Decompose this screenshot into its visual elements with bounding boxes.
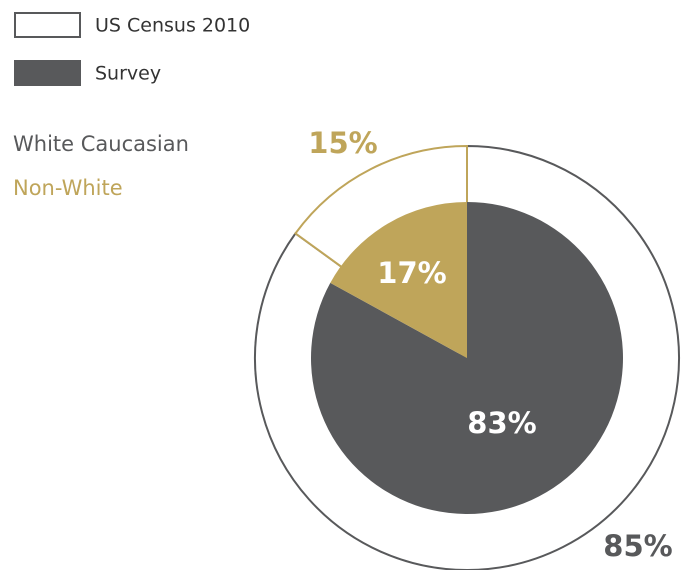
category-label: White Caucasian (13, 132, 189, 156)
value-label: 83% (467, 406, 536, 440)
category-label: Non-White (13, 176, 123, 200)
value-label: 85% (603, 529, 672, 563)
legend-swatch (14, 12, 81, 38)
value-label: 17% (377, 256, 446, 290)
value-label: 15% (308, 126, 377, 160)
pie-slice (330, 202, 467, 358)
legend-label: Survey (95, 63, 161, 85)
legend-swatch (14, 60, 81, 86)
legend-label: US Census 2010 (95, 15, 250, 37)
